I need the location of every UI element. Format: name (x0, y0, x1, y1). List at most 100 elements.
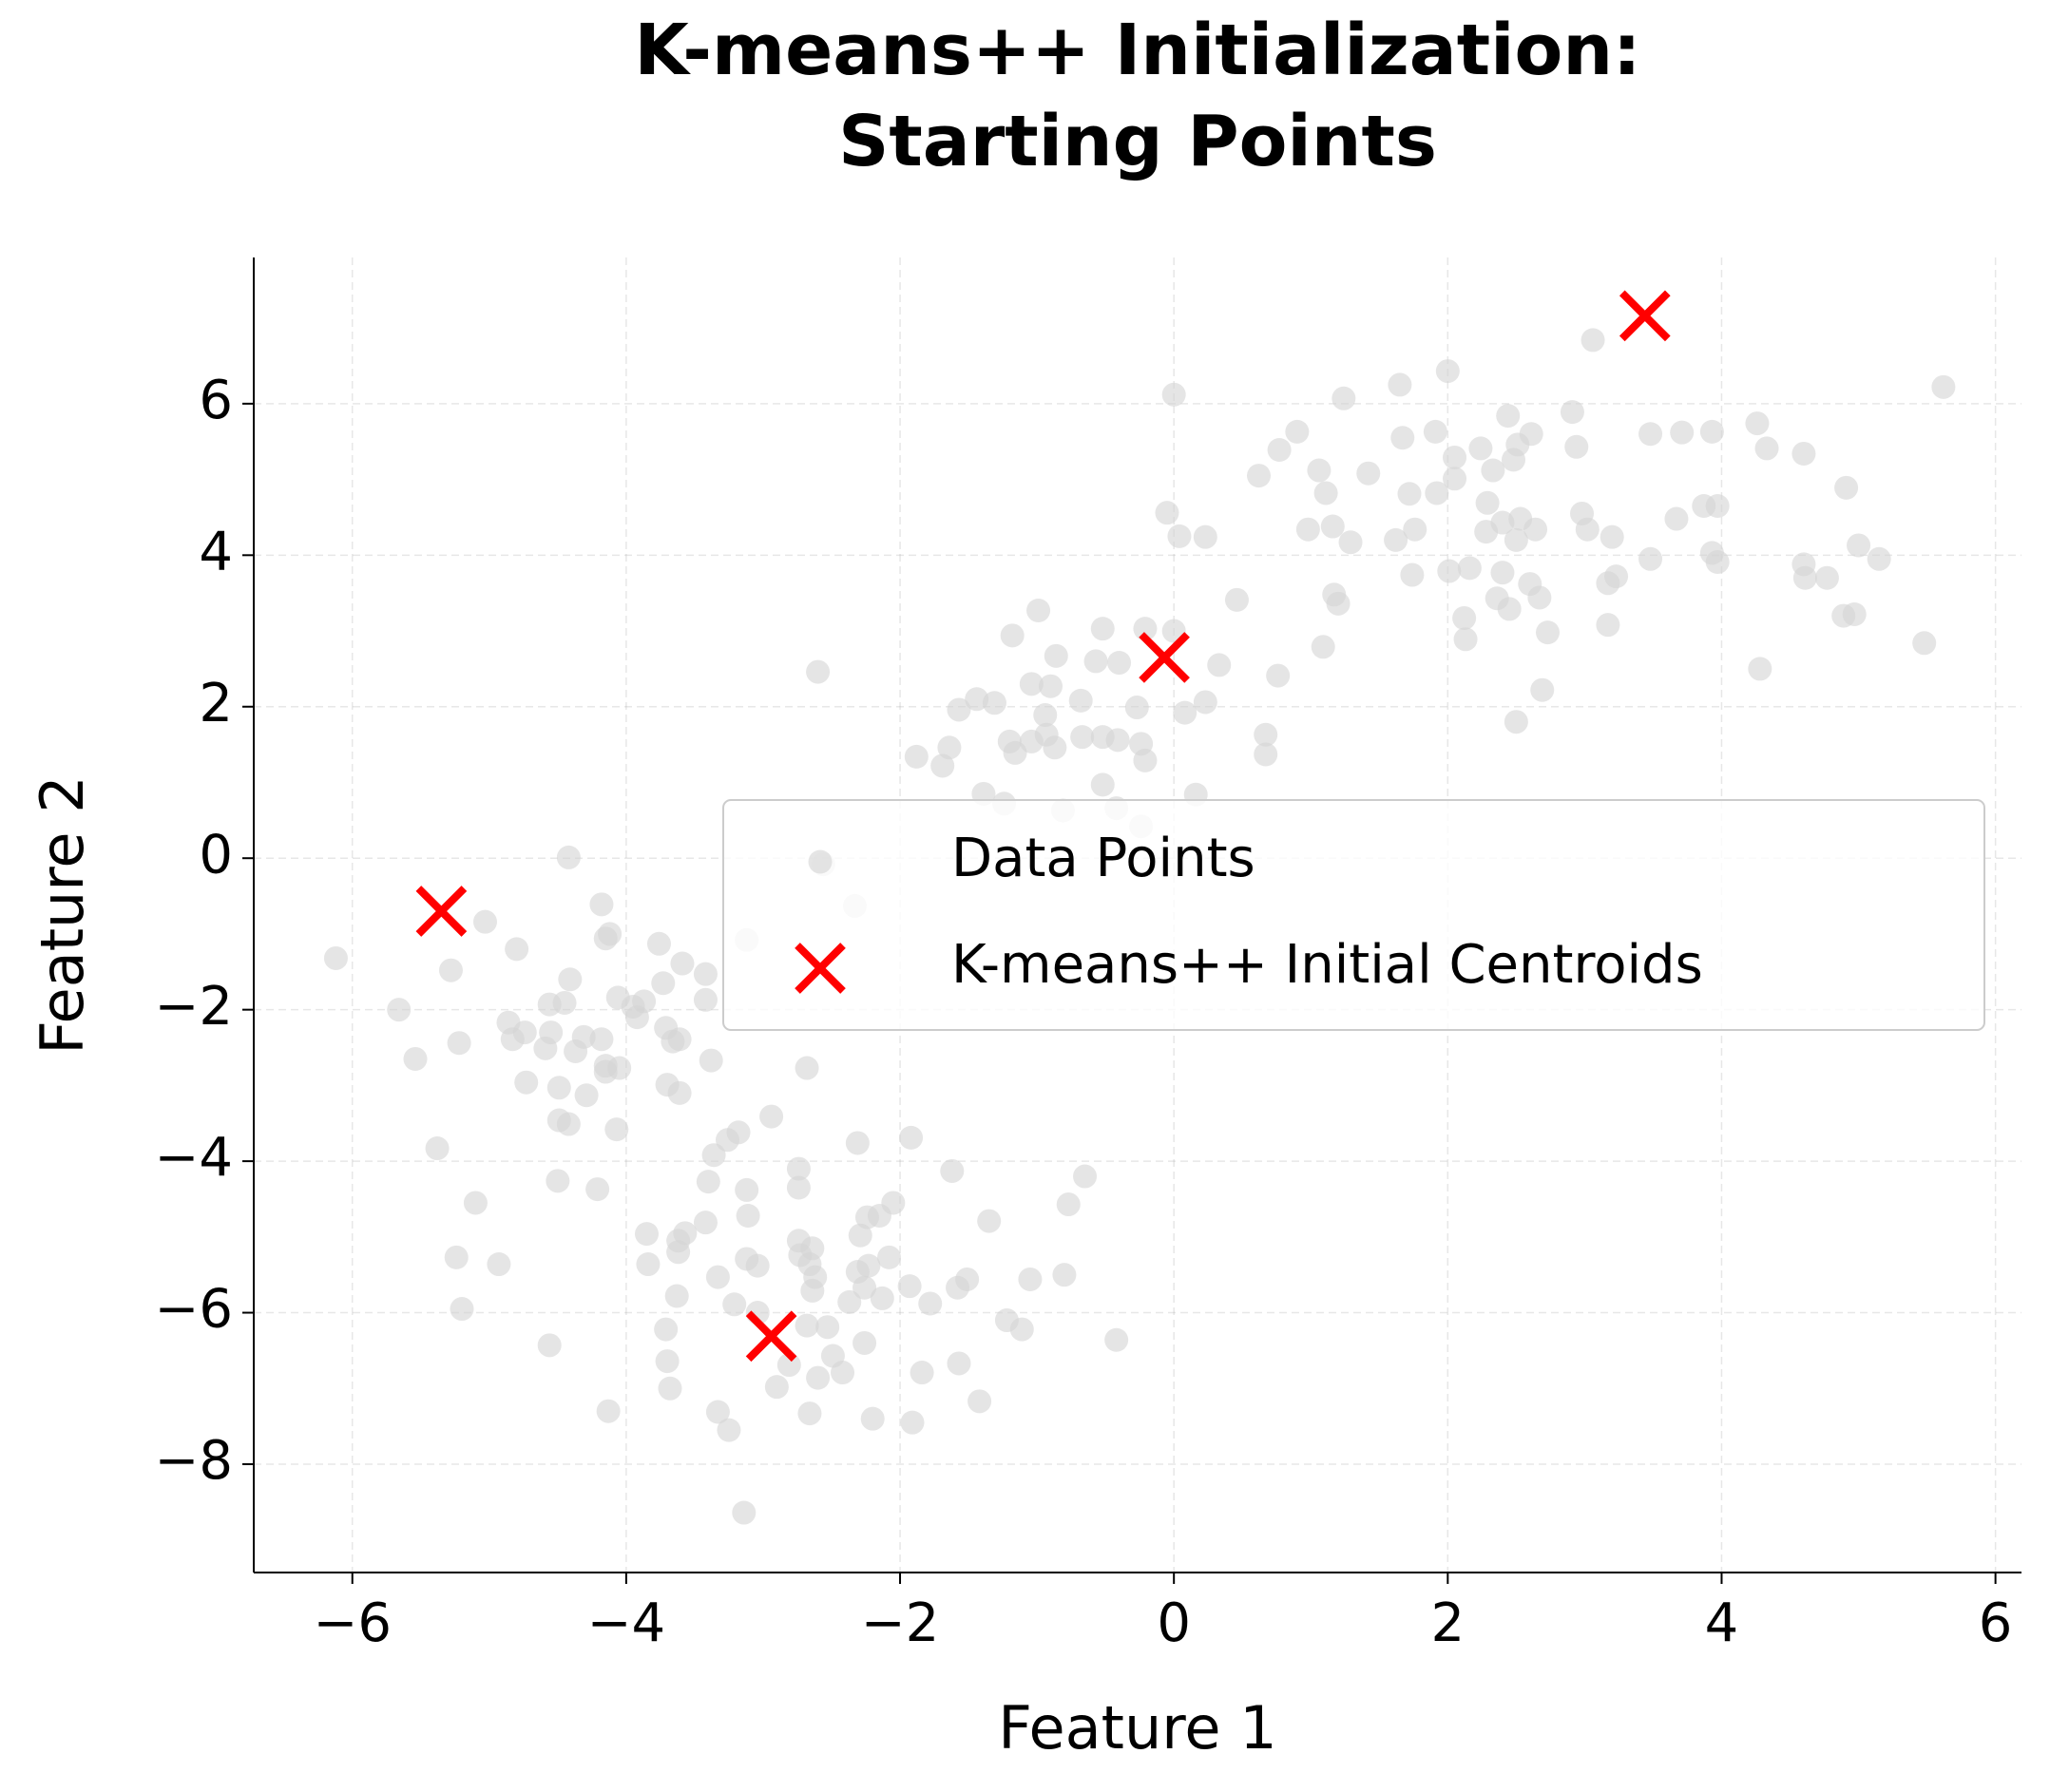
data-point (1481, 458, 1505, 483)
data-point (556, 1112, 581, 1136)
title-line: K-means++ Initialization: (634, 10, 1640, 91)
data-point (1754, 436, 1779, 461)
data-point (1596, 571, 1620, 596)
x-tick-label: −4 (587, 1592, 666, 1654)
data-point (1254, 722, 1278, 747)
data-point (1699, 419, 1724, 444)
data-point (387, 998, 412, 1022)
centroid (745, 1310, 797, 1363)
data-point (831, 1361, 855, 1385)
data-point (1311, 635, 1335, 659)
data-point (596, 1399, 621, 1423)
data-point (1073, 1164, 1098, 1189)
data-point (1044, 643, 1068, 668)
data-point (701, 1143, 726, 1168)
data-point (693, 987, 718, 1012)
data-point (1564, 434, 1589, 459)
data-point (636, 1252, 661, 1277)
data-point (1501, 448, 1525, 472)
data-point (1523, 517, 1548, 542)
data-point (930, 753, 955, 778)
data-point (1254, 742, 1278, 767)
data-point (1167, 524, 1192, 548)
data-point (552, 990, 577, 1015)
data-point (1745, 411, 1770, 436)
x-tick-label: −6 (313, 1592, 392, 1654)
data-point (977, 1209, 1002, 1233)
data-point (806, 1365, 831, 1390)
data-point (1452, 605, 1477, 630)
data-point (786, 1175, 811, 1200)
data-point (1435, 359, 1460, 384)
data-point (1670, 420, 1695, 445)
data-point (853, 1275, 877, 1300)
data-point (546, 1169, 570, 1193)
data-point (904, 744, 929, 769)
data-point (667, 1080, 692, 1105)
data-point (514, 1070, 539, 1095)
data-point (1437, 559, 1462, 583)
data-point (937, 735, 962, 760)
data-point (1638, 546, 1663, 571)
data-point (1443, 445, 1467, 469)
data-point (1490, 561, 1515, 585)
data-point (1638, 422, 1663, 447)
data-point (940, 1158, 965, 1183)
x-tick-label: −2 (861, 1592, 940, 1654)
y-tick-label: 4 (199, 521, 233, 582)
data-point (450, 1297, 474, 1322)
data-point (1090, 617, 1115, 641)
y-tick-label: −8 (154, 1430, 233, 1492)
data-point (1931, 374, 1956, 399)
data-point (624, 1005, 649, 1030)
legend-label: K-means++ Initial Centroids (951, 934, 1703, 996)
data-point (1519, 422, 1543, 447)
data-point (1504, 710, 1528, 734)
data-point (425, 1136, 450, 1161)
data-point (1124, 696, 1149, 720)
data-point (1831, 603, 1856, 628)
data-point (1105, 728, 1130, 753)
data-point (1530, 677, 1555, 702)
data-point (786, 1156, 811, 1181)
y-axis-label: Feature 2 (28, 775, 97, 1054)
data-point (1453, 627, 1478, 652)
data-point (1443, 467, 1467, 491)
data-point (1425, 481, 1449, 505)
data-point (1403, 517, 1427, 542)
data-point (1173, 700, 1197, 725)
data-point (1356, 461, 1381, 486)
data-point (848, 1223, 872, 1248)
data-point (438, 958, 463, 982)
data-point (1090, 772, 1115, 797)
data-point (1068, 688, 1093, 713)
data-point (946, 1275, 970, 1300)
y-tick-label: 6 (199, 370, 233, 431)
data-point (815, 1315, 840, 1340)
data-point (1000, 623, 1025, 648)
data-point (1400, 562, 1425, 587)
data-point (487, 1252, 511, 1277)
y-tick-label: −6 (154, 1279, 233, 1341)
x-tick-label: 0 (1157, 1592, 1191, 1654)
data-point (965, 687, 989, 712)
data-point (705, 1400, 730, 1424)
data-point (1699, 541, 1724, 565)
data-point (564, 1039, 588, 1064)
data-point (558, 967, 583, 992)
data-point (715, 1128, 739, 1153)
y-tick-label: 0 (199, 824, 233, 886)
data-point (795, 1313, 819, 1338)
data-point (1338, 530, 1363, 555)
legend: Data Points K-means++ Initial Centroids (722, 799, 1985, 1031)
data-point (500, 1027, 525, 1052)
data-point (1052, 1263, 1077, 1287)
data-point (795, 1056, 819, 1080)
data-point (759, 1104, 784, 1129)
data-point (899, 1125, 924, 1150)
data-point (797, 1401, 822, 1426)
data-point (651, 971, 676, 996)
data-point (910, 1361, 934, 1385)
data-point (693, 962, 718, 986)
data-point (1224, 587, 1249, 612)
